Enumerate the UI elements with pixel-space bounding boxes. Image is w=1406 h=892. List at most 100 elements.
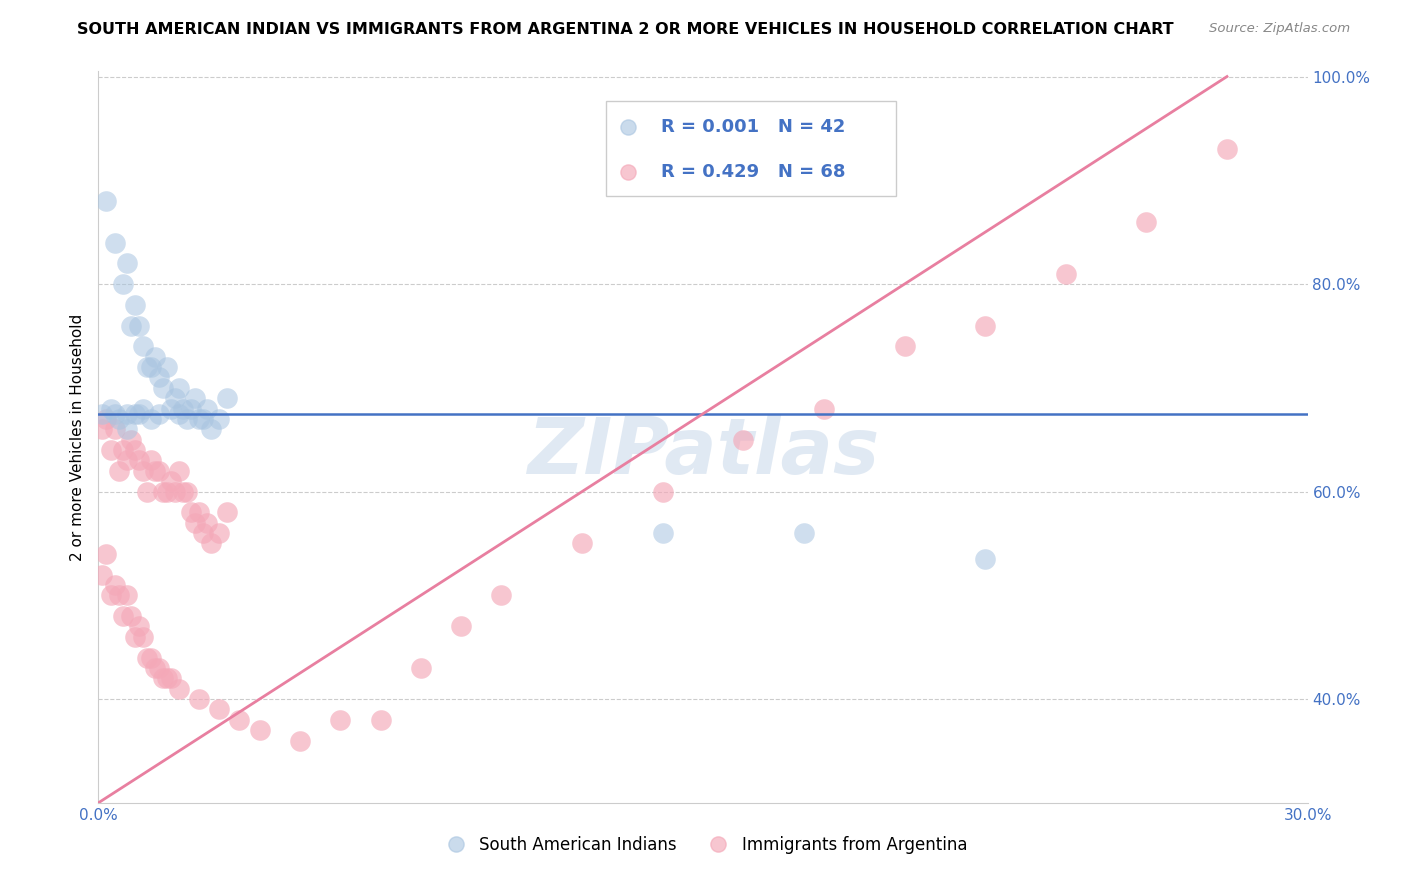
Point xyxy=(120,433,142,447)
Point xyxy=(208,412,231,426)
Point xyxy=(152,381,174,395)
Point xyxy=(128,407,150,421)
Point xyxy=(139,359,162,374)
Point xyxy=(370,713,392,727)
Point xyxy=(152,671,174,685)
Point xyxy=(208,702,231,716)
Point xyxy=(100,443,122,458)
Point xyxy=(491,588,513,602)
Point xyxy=(148,370,170,384)
Point xyxy=(893,339,915,353)
Point xyxy=(103,235,125,250)
Text: ZIPatlas: ZIPatlas xyxy=(527,414,879,490)
Text: Source: ZipAtlas.com: Source: ZipAtlas.com xyxy=(1209,22,1350,36)
Point xyxy=(115,407,138,421)
Point xyxy=(132,630,155,644)
Point xyxy=(1054,267,1077,281)
Point xyxy=(156,671,179,685)
Point xyxy=(96,412,118,426)
Point xyxy=(135,359,157,374)
Point xyxy=(124,298,146,312)
Point xyxy=(180,401,202,416)
Point xyxy=(160,671,183,685)
FancyBboxPatch shape xyxy=(606,101,897,195)
Point xyxy=(193,526,215,541)
Point xyxy=(143,661,166,675)
Point xyxy=(124,630,146,644)
Point xyxy=(120,609,142,624)
Point xyxy=(160,474,183,488)
Point xyxy=(217,505,239,519)
Point xyxy=(793,526,815,541)
Point xyxy=(152,484,174,499)
Point xyxy=(128,453,150,467)
Point xyxy=(156,359,179,374)
Point xyxy=(167,381,190,395)
Point xyxy=(111,609,134,624)
Point xyxy=(208,526,231,541)
Point xyxy=(103,422,125,436)
Point xyxy=(288,733,311,747)
Point xyxy=(156,484,179,499)
Point xyxy=(450,619,472,633)
Point xyxy=(195,516,218,530)
Point xyxy=(139,453,162,467)
Point xyxy=(132,464,155,478)
Point xyxy=(115,256,138,270)
Point xyxy=(160,401,183,416)
Point xyxy=(96,194,118,208)
Point xyxy=(167,681,190,696)
Point xyxy=(132,339,155,353)
Point xyxy=(107,464,129,478)
Point xyxy=(1135,215,1157,229)
Point xyxy=(184,516,207,530)
Point xyxy=(143,350,166,364)
Point xyxy=(200,536,222,550)
Point xyxy=(409,661,432,675)
Point xyxy=(135,484,157,499)
Point xyxy=(148,661,170,675)
Point xyxy=(172,401,194,416)
Point xyxy=(217,391,239,405)
Point xyxy=(115,422,138,436)
Point xyxy=(115,453,138,467)
Point xyxy=(200,422,222,436)
Point xyxy=(128,619,150,633)
Point xyxy=(163,391,186,405)
Point xyxy=(167,464,190,478)
Point xyxy=(135,650,157,665)
Point xyxy=(188,412,211,426)
Text: R = 0.001   N = 42: R = 0.001 N = 42 xyxy=(661,119,845,136)
Text: SOUTH AMERICAN INDIAN VS IMMIGRANTS FROM ARGENTINA 2 OR MORE VEHICLES IN HOUSEHO: SOUTH AMERICAN INDIAN VS IMMIGRANTS FROM… xyxy=(77,22,1174,37)
Text: R = 0.429   N = 68: R = 0.429 N = 68 xyxy=(661,163,845,181)
Point xyxy=(172,484,194,499)
Point xyxy=(249,723,271,738)
Point xyxy=(124,407,146,421)
Point xyxy=(120,318,142,333)
Point xyxy=(813,401,835,416)
Point xyxy=(195,401,218,416)
Point xyxy=(167,407,190,421)
Point xyxy=(193,412,215,426)
Point xyxy=(228,713,250,727)
Point xyxy=(91,407,114,421)
Point xyxy=(107,412,129,426)
Point xyxy=(974,318,997,333)
Point xyxy=(184,391,207,405)
Point xyxy=(132,401,155,416)
Point xyxy=(115,588,138,602)
Point xyxy=(176,412,198,426)
Point xyxy=(651,484,673,499)
Point xyxy=(143,464,166,478)
Point xyxy=(111,277,134,291)
Point xyxy=(163,484,186,499)
Point xyxy=(188,692,211,706)
Point xyxy=(733,433,755,447)
Point xyxy=(107,588,129,602)
Point xyxy=(329,713,352,727)
Point xyxy=(100,401,122,416)
Point xyxy=(103,407,125,421)
Point xyxy=(91,567,114,582)
Point xyxy=(974,552,997,566)
Point xyxy=(96,547,118,561)
